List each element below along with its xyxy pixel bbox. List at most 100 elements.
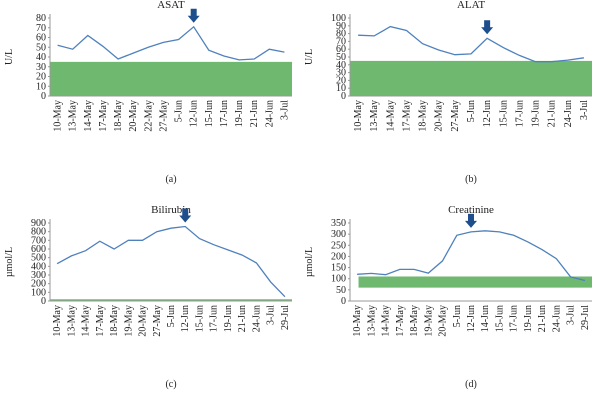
x-tick-label: 10-May	[52, 305, 63, 337]
x-tick-label: 18-May	[409, 305, 420, 337]
y-tick-label: 80	[336, 29, 346, 40]
x-tick-label: 3-Jul	[279, 100, 290, 120]
y-tick-label: 30	[36, 62, 46, 73]
x-tick-label: 24-Jun	[563, 100, 574, 127]
y-tick-label: 400	[31, 261, 46, 272]
x-tick-label: 10-May	[353, 100, 364, 132]
x-tick-label: 19-Jun	[531, 100, 542, 127]
x-tick-label: 27-May	[450, 100, 461, 132]
x-tick-label: 19-May	[123, 305, 134, 337]
x-tick-label: 14-May	[381, 305, 392, 337]
y-tick-label: 40	[36, 52, 46, 63]
x-tick-label: 18-May	[113, 100, 124, 132]
x-tick-label: 13-May	[68, 100, 79, 132]
reference-band	[358, 276, 592, 288]
x-tick-label: 13-May	[366, 305, 377, 337]
x-tick-label: 17-May	[401, 100, 412, 132]
panel-label: (d)	[465, 379, 477, 390]
x-tick-label: 15-Jun	[194, 305, 205, 332]
x-tick-label: 14-May	[83, 100, 94, 132]
x-tick-label: 14-Jun	[480, 305, 491, 332]
y-axis-label: µmol/L	[304, 247, 315, 277]
x-tick-label: 18-May	[109, 305, 120, 337]
x-tick-label: 24-Jun	[251, 305, 262, 332]
panel-label: (a)	[165, 174, 176, 185]
x-tick-label: 21-Jun	[237, 305, 248, 332]
x-tick-label: 13-May	[66, 305, 77, 337]
x-tick-label: 15-Jun	[498, 100, 509, 127]
x-tick-label: 21-Jun	[547, 100, 558, 127]
y-tick-label: 50	[336, 52, 346, 63]
x-tick-label: 12-Jun	[180, 305, 191, 332]
y-tick-label: 10	[336, 83, 346, 94]
x-tick-label: 10-May	[53, 100, 64, 132]
y-axis-label: µmol/L	[4, 247, 15, 277]
y-tick-label: 80	[36, 13, 46, 24]
y-tick-label: 70	[336, 36, 346, 47]
y-tick-label: 150	[331, 263, 346, 274]
y-tick-label: 200	[31, 279, 46, 290]
y-tick-label: 800	[31, 227, 46, 238]
arrow	[465, 213, 477, 228]
y-tick-label: 700	[31, 235, 46, 246]
x-tick-label: 15-Jun	[204, 100, 215, 127]
x-tick-label: 3-Jul	[566, 305, 577, 325]
x-tick-label: 24-Jun	[264, 100, 275, 127]
y-tick-label: 300	[31, 270, 46, 281]
x-tick-label: 20-May	[434, 100, 445, 132]
chart-title: Bilirubin	[151, 204, 191, 216]
y-tick-label: 50	[36, 42, 46, 53]
x-tick-label: 17-May	[98, 100, 109, 132]
arrow	[481, 20, 494, 35]
x-tick-label: 14-May	[385, 100, 396, 132]
arrow	[179, 208, 192, 223]
x-tick-label: 13-May	[369, 100, 380, 132]
y-tick-label: 50	[336, 285, 346, 296]
y-tick-label: 200	[331, 251, 346, 262]
x-tick-label: 24-Jun	[551, 305, 562, 332]
y-axis-label: U/L	[4, 49, 15, 65]
y-tick-label: 0	[341, 91, 346, 102]
y-axis-label: U/L	[304, 49, 315, 65]
x-tick-label: 29-Jul	[280, 305, 291, 330]
x-tick-label: 18-May	[418, 100, 429, 132]
y-tick-label: 500	[31, 253, 46, 264]
x-tick-label: 10-May	[352, 305, 363, 337]
y-tick-label: 90	[336, 21, 346, 32]
y-tick-label: 60	[36, 33, 46, 44]
x-tick-label: 17-Jun	[514, 100, 525, 127]
x-tick-label: 17-Jun	[209, 305, 220, 332]
y-tick-label: 100	[331, 274, 346, 285]
y-tick-label: 0	[341, 296, 346, 307]
arrow	[187, 8, 200, 23]
y-tick-label: 900	[31, 218, 46, 229]
x-tick-label: 3-Jul	[579, 100, 590, 120]
chart-title: ALAT	[457, 0, 485, 11]
y-tick-label: 30	[336, 68, 346, 79]
x-tick-label: 21-Jun	[537, 305, 548, 332]
x-tick-label: 17-Jun	[219, 100, 230, 127]
x-tick-label: 17-May	[395, 305, 406, 337]
x-tick-label: 21-Jun	[249, 100, 260, 127]
panel-label: (b)	[465, 174, 477, 185]
y-tick-label: 250	[331, 240, 346, 251]
x-tick-label: 15-Jun	[494, 305, 505, 332]
x-tick-label: 27-May	[152, 305, 163, 337]
x-tick-label: 5-Jun	[452, 305, 463, 327]
x-tick-label: 17-Jun	[509, 305, 520, 332]
x-tick-label: 22-May	[143, 100, 154, 132]
x-tick-label: 3-Jul	[266, 305, 277, 325]
chart-title: ASAT	[157, 0, 185, 11]
data-line	[56, 225, 286, 298]
y-tick-label: 600	[31, 244, 46, 255]
reference-band	[50, 299, 292, 301]
x-tick-label: 19-Jun	[234, 100, 245, 127]
data-line	[57, 25, 285, 61]
x-tick-label: 20-May	[138, 305, 149, 337]
x-tick-label: 19-May	[423, 305, 434, 337]
x-tick-label: 19-Jun	[223, 305, 234, 332]
y-tick-label: 100	[31, 287, 46, 298]
x-tick-label: 12-Jun	[189, 100, 200, 127]
y-tick-label: 100	[331, 13, 346, 24]
